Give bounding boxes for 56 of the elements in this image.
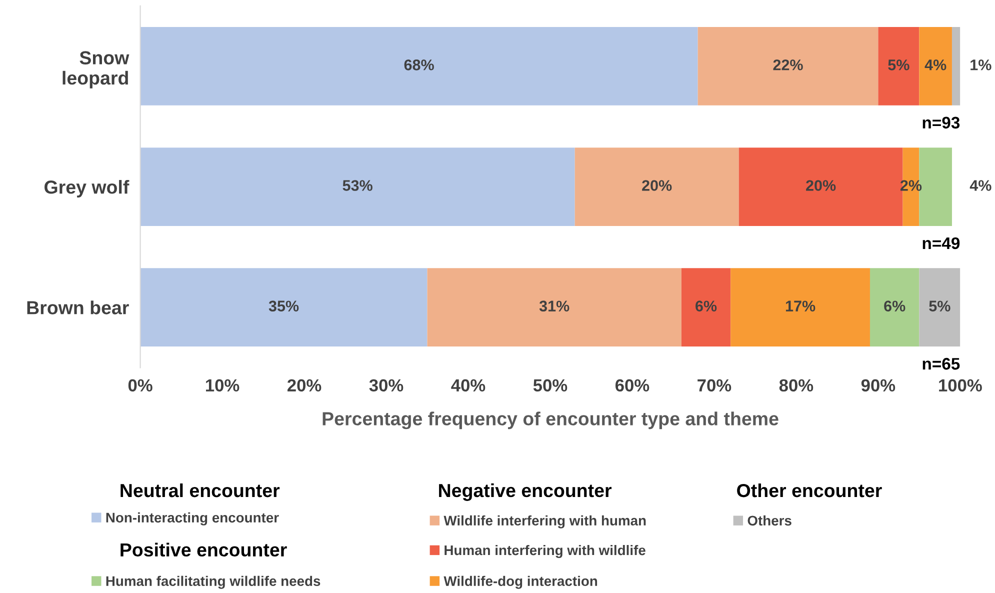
bar [878,27,920,106]
data-label: 6% [884,300,906,312]
bar [919,27,952,106]
bar [427,268,682,347]
text: Neutral encounter [120,483,280,498]
x-tick-label: 60% [615,379,650,392]
data-label: 20% [806,180,836,191]
legend-label: Human interfering with wildlife [444,544,646,558]
y-tick-label: Grey wolf [44,180,130,198]
data-label: 4% [924,60,946,70]
x-tick-label: 20% [288,379,322,392]
y-tick-label: Snow leopard [62,51,130,88]
legend-label: Wildlife-dog interaction [444,576,598,589]
data-label: 20% [642,180,672,191]
x-tick-label: 0% [128,379,152,392]
legend-label: Wildlife interfering with human [444,515,646,528]
bar [681,268,731,347]
annotation: n=49 [922,237,960,250]
x-tick-label: 40% [451,379,486,392]
data-label: 5% [929,300,950,312]
data-label: 6% [696,300,717,312]
x-axis-title: Percentage frequency of encounter type and theme [322,412,778,430]
bar [140,148,575,226]
legend-label: Human facilitating wildlife needs [106,576,320,589]
data-label: 31% [539,300,570,312]
x-tick-label: 100% [939,379,982,392]
text: Other encounter [737,483,882,498]
text: Negative encounter [439,483,612,501]
data-label: 22% [773,60,803,70]
bar [730,268,870,347]
x-tick-label: 50% [533,379,568,392]
y-tick-label: Brown bear [27,300,129,314]
bar [870,268,920,347]
annotation: n=93 [922,116,960,129]
data-label: 5% [888,60,910,70]
x-tick-label: 10% [206,379,240,392]
bar [140,268,428,347]
x-tick-label: 90% [861,379,896,392]
text: Positive encounter [120,542,287,557]
data-label: 17% [786,300,816,312]
bar [574,148,739,226]
data-label: 53% [342,180,372,191]
data-label: 35% [268,300,299,312]
annotation: n=65 [922,358,960,370]
bar [698,27,878,106]
bar [140,27,698,106]
x-tick-label: 30% [369,379,404,392]
x-tick-label: 80% [779,379,814,392]
data-label: 68% [404,60,434,70]
legend-label: Others [748,515,792,526]
x-tick-label: 70% [698,379,732,392]
legend-label: Non-interacting encounter [106,512,279,526]
data-label: 1% [970,60,992,70]
data-label: 4% [970,180,992,191]
bar [952,27,960,106]
bar [919,268,960,347]
